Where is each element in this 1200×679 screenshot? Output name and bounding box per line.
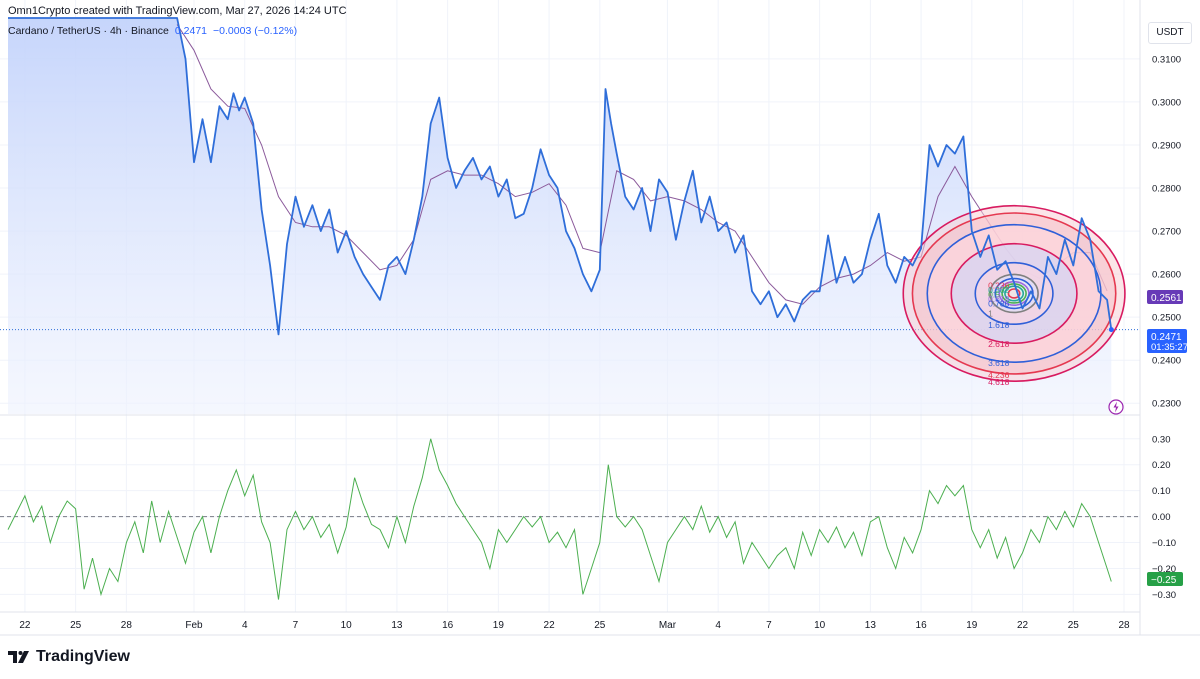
price-tick-label: 0.3000 (1152, 97, 1181, 108)
chart-attribution: Omn1Crypto created with TradingView.com,… (8, 5, 347, 17)
fib-level-label: 0.618 (988, 294, 1010, 304)
price-area-fill (8, 18, 1112, 414)
time-tick-label: 16 (442, 620, 454, 631)
time-tick-label: 10 (814, 620, 826, 631)
price-line (8, 17, 1113, 336)
tradingview-logo-icon (8, 651, 29, 663)
price-tick-label: 0.2800 (1152, 184, 1181, 195)
price-tick-label: 0.2500 (1152, 313, 1181, 324)
oscillator-tick-label: −0.30 (1152, 590, 1176, 601)
tradingview-logo-text: TradingView (36, 648, 130, 665)
time-tick-label: 7 (766, 620, 772, 631)
currency-button[interactable]: USDT (1148, 22, 1192, 44)
fib-level-label: 0.236 (988, 280, 1010, 290)
time-tick-label: 25 (594, 620, 606, 631)
fib-level-label: 4.618 (988, 377, 1010, 387)
symbol-legend[interactable]: Cardano / TetherUS · 4h · Binance 0.2471−… (8, 25, 297, 37)
fib-level-label: 0.382 (988, 285, 1010, 295)
fib-level-label: 0.786 (988, 298, 1010, 308)
axis-tags: 0.2561 0.2471 01:35:27 −0.25 (1147, 290, 1188, 586)
time-tick-label: 19 (493, 620, 505, 631)
time-tick-label: 22 (19, 620, 31, 631)
oscillator-tick-label: 0.30 (1152, 434, 1171, 445)
price-tick-label: 0.2400 (1152, 356, 1181, 367)
time-tick-label: Feb (185, 620, 203, 631)
fib-level-label: 0.5 (988, 289, 1000, 299)
oscillator-axis[interactable]: 0.30 0.20 0.10 0.00 −0.10 −0.20 −0.30 (1152, 434, 1176, 601)
oscillator-tick-label: −0.20 (1152, 564, 1176, 575)
price-axis[interactable]: 0.3100 0.3000 0.2900 0.2800 0.2700 0.2600 0.25… (1152, 54, 1181, 409)
oscillator-tick-label: 0.20 (1152, 460, 1171, 471)
oscillator-tick-label: 0.10 (1152, 486, 1171, 497)
time-tick-label: 22 (544, 620, 556, 631)
time-tick-label: 28 (1118, 620, 1130, 631)
last-price-dot (1108, 327, 1114, 333)
time-tick-label: 7 (293, 620, 299, 631)
oscillator-line (7, 438, 1112, 600)
time-tick-label: 13 (865, 620, 877, 631)
legend-change: −0.0003 (−0.12%) (213, 25, 298, 37)
legend-last-price: 0.2471 (174, 25, 208, 37)
time-tick-label: 28 (121, 620, 133, 631)
oscillator-value-tag (1147, 572, 1183, 586)
ma-price-tag-text: 0.2561 (1151, 293, 1182, 304)
last-price-tag (1147, 329, 1187, 353)
alert-lightning-icon[interactable] (1108, 399, 1124, 415)
fib-level-label: 3.618 (988, 358, 1010, 368)
tradingview-logo[interactable]: TradingView (8, 648, 130, 666)
time-tick-label: 4 (242, 620, 248, 631)
fib-level-label: 1.618 (988, 320, 1010, 330)
time-tick-label: 19 (966, 620, 978, 631)
price-tick-label: 0.3100 (1152, 54, 1181, 65)
time-tick-label: 4 (715, 620, 721, 631)
fib-level-label: 2.618 (988, 339, 1010, 349)
time-axis[interactable]: 22 25 28 Feb 4 7 10 13 16 19 22 25 Mar 4 7 10 13 16 19 22 25… (19, 620, 1130, 631)
time-tick-label: 25 (70, 620, 82, 631)
time-tick-label: 13 (391, 620, 403, 631)
ma-price-tag (1147, 290, 1183, 304)
time-tick-label: 25 (1068, 620, 1080, 631)
last-price-tag-text: 0.2471 (1151, 332, 1182, 343)
oscillator-value-tag-text: −0.25 (1151, 575, 1177, 586)
oscillator-tick-label: −0.10 (1152, 538, 1176, 549)
price-tick-label: 0.2700 (1152, 227, 1181, 238)
oscillator-tick-label: 0.00 (1152, 512, 1171, 523)
time-tick-label: 10 (341, 620, 353, 631)
price-tick-label: 0.2600 (1152, 270, 1181, 281)
time-tick-label: 16 (916, 620, 928, 631)
time-tick-label: Mar (659, 620, 677, 631)
symbol-title: Cardano / TetherUS · 4h · Binance (8, 25, 169, 37)
fib-level-label: 1 (988, 308, 993, 318)
time-tick-label: 22 (1017, 620, 1029, 631)
price-tick-label: 0.2900 (1152, 140, 1181, 151)
countdown-text: 01:35:27 (1151, 342, 1188, 353)
price-tick-label: 0.2300 (1152, 399, 1181, 410)
fib-level-label: 4.236 (988, 370, 1010, 380)
